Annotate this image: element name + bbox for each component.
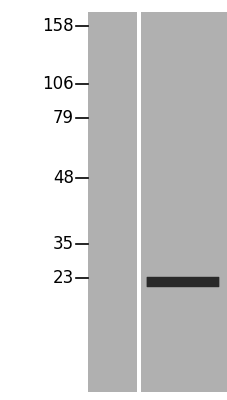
Text: 23: 23: [53, 269, 74, 287]
Text: 35: 35: [53, 235, 74, 253]
Bar: [136, 12, 140, 392]
Bar: [87, 12, 136, 392]
Bar: [140, 12, 227, 392]
Text: 158: 158: [42, 17, 74, 35]
Text: 48: 48: [53, 169, 74, 187]
Text: 79: 79: [53, 109, 74, 127]
FancyBboxPatch shape: [146, 277, 218, 287]
Text: 106: 106: [42, 75, 74, 93]
